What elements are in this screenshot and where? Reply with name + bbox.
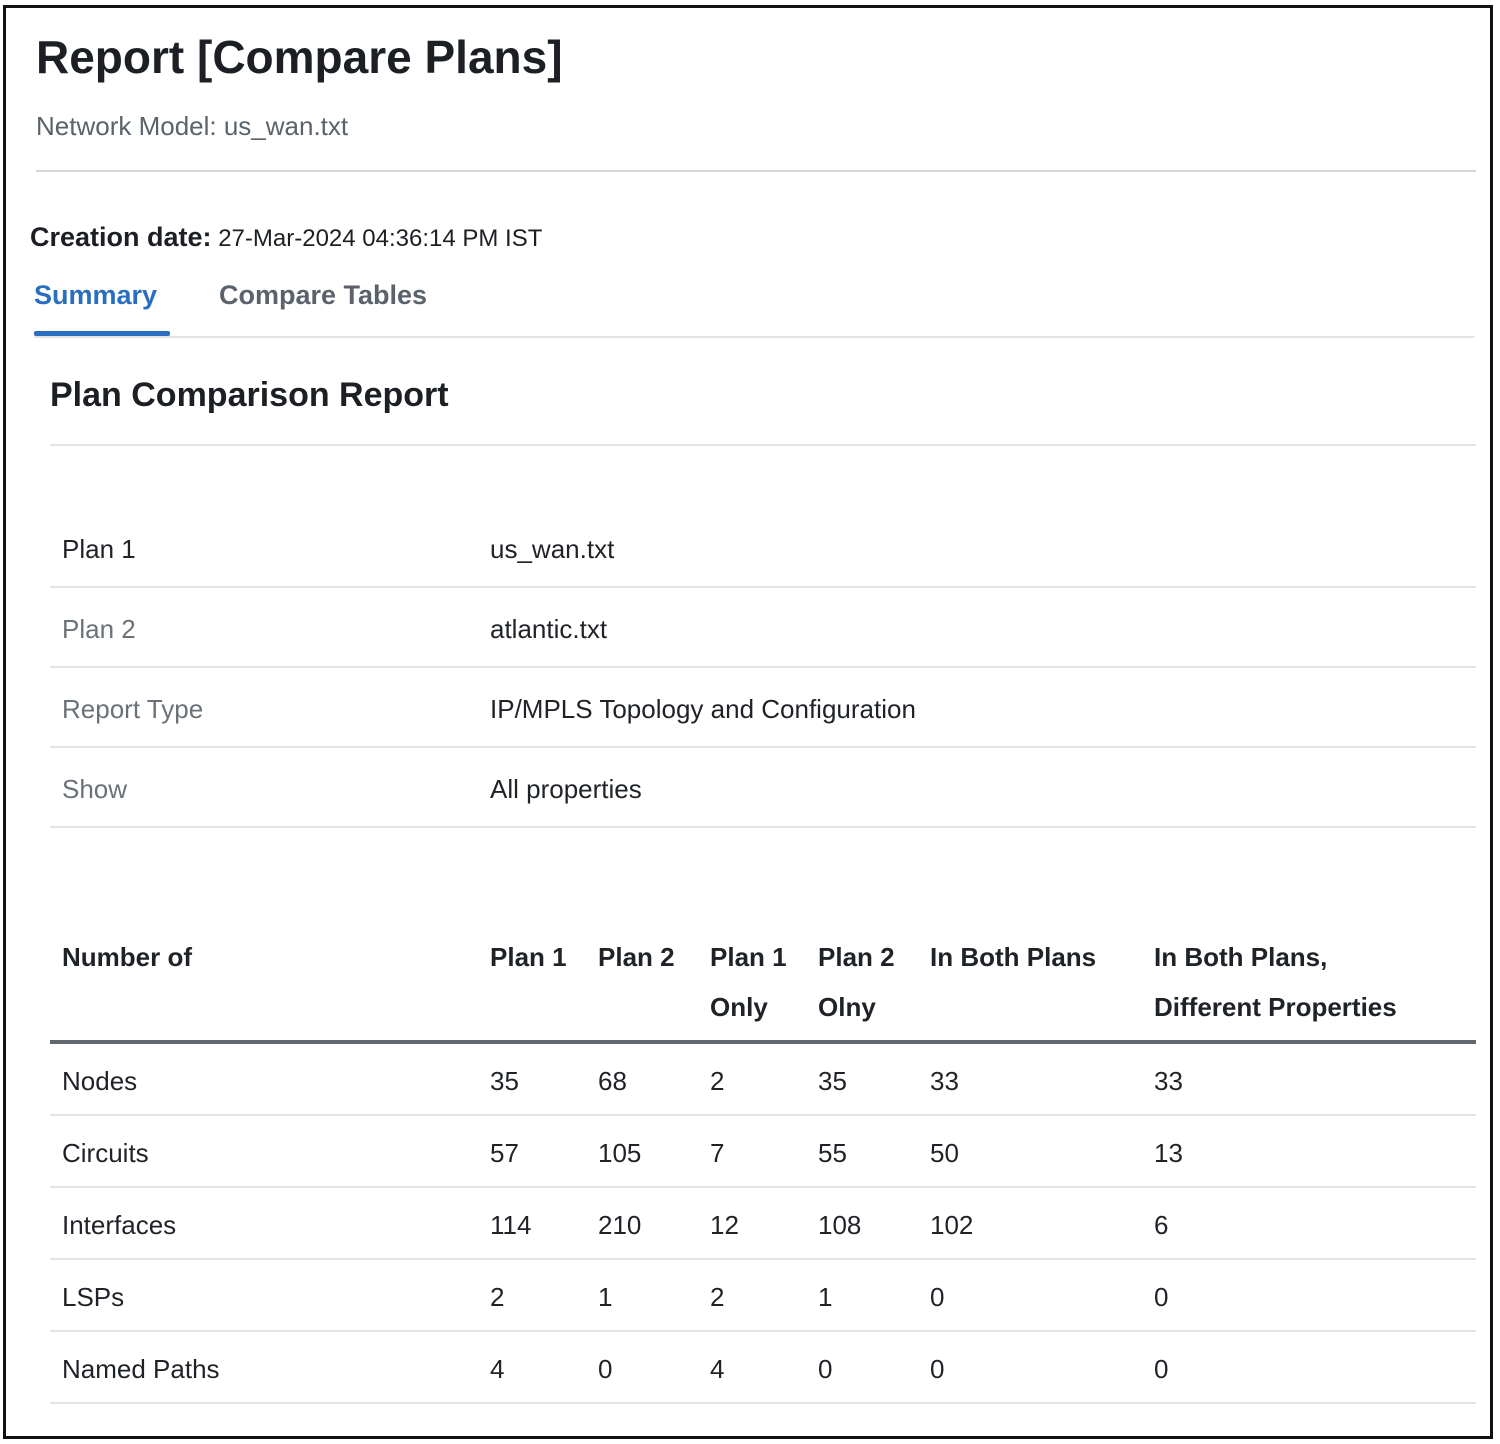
column-header-plan-2-only: Plan 2 Olny <box>818 932 895 1032</box>
table-cell: 105 <box>598 1138 642 1168</box>
column-header-plan-2: Plan 2 <box>598 932 675 982</box>
tab-summary[interactable]: Summary <box>34 280 158 310</box>
table-cell: 7 <box>710 1138 725 1168</box>
table-cell: LSPs <box>62 1282 125 1312</box>
tab-bar: Summary Compare Tables <box>34 274 1474 338</box>
table-cell: 0 <box>1154 1354 1169 1384</box>
table-cell: 6 <box>1154 1210 1169 1240</box>
detail-value: atlantic.txt <box>490 614 608 644</box>
creation-date-label: Creation date: <box>30 222 212 252</box>
table-row-lsps: LSPs 2 1 2 1 0 0 <box>50 1260 1476 1332</box>
detail-key: Show <box>62 774 128 804</box>
detail-key: Plan 1 <box>62 534 136 564</box>
table-cell: 102 <box>930 1210 974 1240</box>
network-model-label: Network Model: us_wan.txt <box>36 111 349 141</box>
column-header-text: In Both Plans <box>930 942 1097 972</box>
column-header-text: Plan 2 <box>818 942 895 972</box>
column-header-in-both-plans-different: In Both Plans, Different Properties <box>1154 932 1397 1032</box>
creation-date-value: 27-Mar-2024 04:36:14 PM IST <box>218 225 543 252</box>
column-header-text: Olny <box>818 992 876 1022</box>
table-cell: 1 <box>818 1282 833 1312</box>
tab-compare-tables[interactable]: Compare Tables <box>219 280 428 310</box>
table-cell: 0 <box>1154 1282 1169 1312</box>
table-cell: 4 <box>710 1354 725 1384</box>
detail-row-show: Show All properties <box>50 748 1476 828</box>
table-row-named-paths: Named Paths 4 0 4 0 0 0 <box>50 1332 1476 1404</box>
table-cell: 13 <box>1154 1138 1183 1168</box>
table-cell: 35 <box>490 1066 519 1096</box>
report-title: Report [Compare Plans] <box>36 31 563 83</box>
report-frame <box>3 5 1493 1439</box>
detail-row-plan-2: Plan 2 atlantic.txt <box>50 588 1476 668</box>
active-tab-indicator <box>34 331 170 336</box>
table-cell: 35 <box>818 1066 847 1096</box>
section-divider <box>50 444 1476 446</box>
table-cell: Circuits <box>62 1138 149 1168</box>
detail-key: Report Type <box>62 694 204 724</box>
table-row-nodes: Nodes 35 68 2 35 33 33 <box>50 1044 1476 1116</box>
column-header-text: Plan 1 <box>710 942 787 972</box>
detail-value: All properties <box>490 774 642 804</box>
table-cell: 50 <box>930 1138 959 1168</box>
column-header-in-both-plans: In Both Plans <box>930 932 1096 982</box>
table-cell: 0 <box>930 1282 945 1312</box>
column-header-text: Different Properties <box>1154 992 1397 1022</box>
creation-date: Creation date: 27-Mar-2024 04:36:14 PM I… <box>30 222 542 253</box>
detail-key: Plan 2 <box>62 614 136 644</box>
column-header-text: Plan 1 <box>490 942 567 972</box>
header-divider <box>36 170 1476 172</box>
table-cell: 12 <box>710 1210 739 1240</box>
table-cell: 0 <box>930 1354 945 1384</box>
table-cell: 108 <box>818 1210 862 1240</box>
detail-value: IP/MPLS Topology and Configuration <box>490 694 916 724</box>
table-header-divider <box>50 1040 1476 1044</box>
column-header-plan-1-only: Plan 1 Only <box>710 932 787 1032</box>
table-cell: 0 <box>818 1354 833 1384</box>
detail-value: us_wan.txt <box>490 534 615 564</box>
table-cell: 57 <box>490 1138 519 1168</box>
table-cell: 114 <box>490 1210 532 1240</box>
comparison-table-header: Number of Plan 1 Plan 2 Plan 1 Only Plan… <box>50 920 1476 1044</box>
detail-row-plan-1: Plan 1 us_wan.txt <box>50 508 1476 588</box>
column-header-text: Plan 2 <box>598 942 675 972</box>
column-header-text: Number of <box>62 942 192 972</box>
column-header-text: Only <box>710 992 768 1022</box>
column-header-plan-1: Plan 1 <box>490 932 567 982</box>
table-cell: 2 <box>710 1282 725 1312</box>
table-cell: 33 <box>930 1066 959 1096</box>
table-cell: 68 <box>598 1066 627 1096</box>
table-row-interfaces: Interfaces 114 210 12 108 102 6 <box>50 1188 1476 1260</box>
table-cell: 0 <box>598 1354 613 1384</box>
detail-row-report-type: Report Type IP/MPLS Topology and Configu… <box>50 668 1476 748</box>
table-cell: 33 <box>1154 1066 1183 1096</box>
table-cell: 2 <box>710 1066 725 1096</box>
table-cell: 1 <box>598 1282 613 1312</box>
column-header-number-of: Number of <box>62 932 192 982</box>
section-title: Plan Comparison Report <box>50 376 449 414</box>
table-cell: Nodes <box>62 1066 138 1096</box>
table-cell: 4 <box>490 1354 505 1384</box>
tab-bar-divider <box>34 336 1474 338</box>
table-cell: Named Paths <box>62 1354 220 1384</box>
table-row-circuits: Circuits 57 105 7 55 50 13 <box>50 1116 1476 1188</box>
table-cell: 55 <box>818 1138 847 1168</box>
table-cell: Interfaces <box>62 1210 177 1240</box>
table-cell: 210 <box>598 1210 642 1240</box>
table-cell: 2 <box>490 1282 505 1312</box>
column-header-text: In Both Plans, <box>1154 942 1328 972</box>
